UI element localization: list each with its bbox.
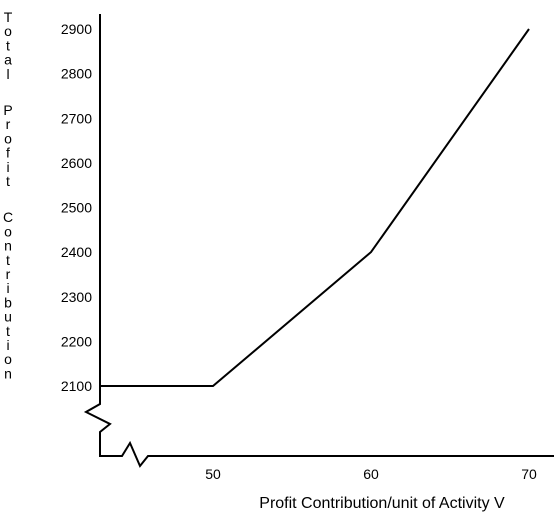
y-axis-label-char: b — [4, 294, 12, 310]
y-axis-label-char: i — [6, 280, 9, 296]
y-tick-label: 2100 — [61, 378, 92, 394]
axes — [83, 14, 554, 468]
y-tick-label: 2900 — [61, 21, 92, 37]
x-tick-label: 60 — [363, 466, 379, 482]
y-tick-label: 2400 — [61, 244, 92, 260]
series-line — [100, 28, 530, 387]
y-axis-label-char: T — [4, 9, 13, 25]
y-axis-label-char: r — [6, 266, 11, 282]
axis-lines — [83, 14, 554, 468]
x-axis-label: Profit Contribution/unit of Activity V — [259, 495, 505, 512]
y-axis-label-char: t — [6, 173, 10, 189]
x-tick-label: 70 — [521, 466, 537, 482]
y-tick-label: 2600 — [61, 155, 92, 171]
y-axis-label-char: i — [6, 159, 9, 175]
y-axis-label-char: P — [3, 102, 12, 118]
y-axis-ticks: 2100 2200 2300 2400 2500 2600 2700 2800 2900 — [61, 21, 92, 394]
y-tick-label: 2200 — [61, 333, 92, 349]
x-tick-label: 50 — [205, 466, 221, 482]
y-axis-label-char: o — [4, 351, 12, 367]
y-axis-label-char: t — [6, 323, 10, 339]
y-axis-label-char: f — [6, 145, 10, 161]
y-axis-label-char: C — [3, 209, 13, 225]
y-axis-label-char: u — [4, 309, 12, 325]
y-axis-label-char: o — [4, 130, 12, 146]
x-axis-ticks: 50 60 70 — [205, 466, 537, 482]
y-tick-label: 2500 — [61, 200, 92, 216]
y-tick-label: 2700 — [61, 110, 92, 126]
y-axis-label-char: n — [4, 238, 12, 254]
y-axis-label-char: t — [6, 252, 10, 268]
y-axis-label-char: o — [4, 23, 12, 39]
y-axis-label-char: a — [4, 52, 12, 68]
y-axis-label-char: r — [6, 116, 11, 132]
y-tick-label: 2300 — [61, 289, 92, 305]
y-tick-label: 2800 — [61, 66, 92, 82]
y-axis-label-char: o — [4, 223, 12, 239]
y-axis-label-char: i — [6, 337, 9, 353]
y-axis-label-char: l — [6, 66, 9, 82]
y-axis-label-char: t — [6, 37, 10, 53]
y-axis-label-char: n — [4, 365, 12, 381]
series-lines — [100, 28, 530, 387]
